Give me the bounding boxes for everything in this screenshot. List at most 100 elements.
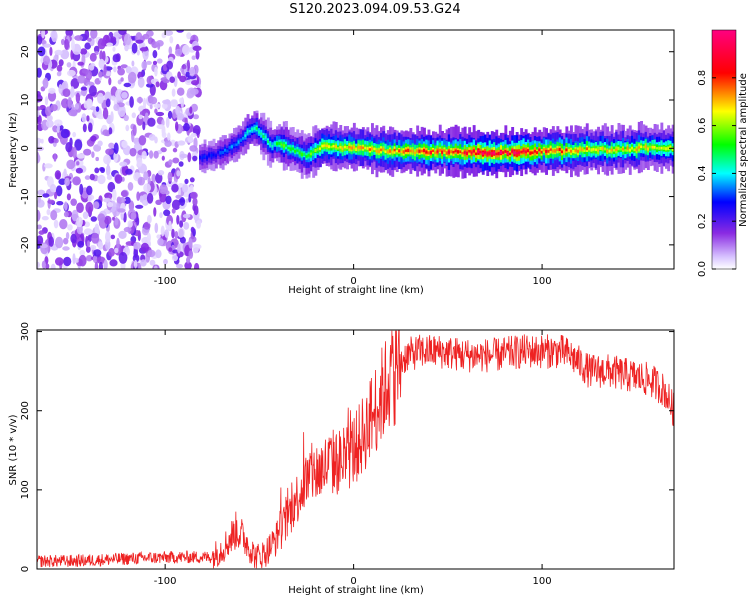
noise-speckle [188, 75, 197, 80]
noise-speckle [85, 201, 94, 214]
noise-speckle [143, 221, 151, 230]
noise-speckle [160, 225, 165, 237]
noise-speckle [124, 44, 129, 52]
noise-speckle [40, 243, 48, 249]
noise-speckle [42, 193, 50, 198]
noise-speckle [51, 30, 58, 43]
ridge-cell [278, 141, 282, 145]
noise-speckle [142, 200, 147, 206]
noise-speckle [143, 183, 152, 193]
noise-speckle [114, 174, 123, 184]
noise-speckle [74, 139, 83, 151]
noise-speckle [169, 36, 174, 44]
noise-speckle [165, 117, 170, 128]
ridge-cell [337, 146, 340, 150]
noise-speckle [98, 58, 105, 69]
noise-speckle [155, 111, 165, 117]
noise-speckle [47, 199, 55, 204]
noise-speckle [184, 178, 189, 185]
ridge-cell [563, 150, 567, 154]
ridge-cell [402, 150, 406, 154]
ridge-cell [239, 138, 243, 142]
noise-speckle [41, 260, 47, 269]
noise-speckle [175, 194, 182, 199]
snr-ylabel: SNR (10 * v/v) [8, 414, 19, 485]
ridge-cell [590, 148, 594, 152]
noise-speckle [175, 121, 179, 132]
noise-speckle [146, 192, 154, 204]
noise-speckle [70, 86, 75, 98]
noise-speckle [87, 37, 92, 42]
noise-speckle [103, 64, 107, 76]
noise-speckle [42, 43, 52, 48]
noise-speckle [49, 46, 53, 57]
noise-speckle [179, 153, 188, 159]
noise-speckle [136, 97, 144, 104]
noise-speckle [86, 115, 90, 122]
ridge-cell [599, 146, 603, 150]
noise-speckle [75, 167, 83, 174]
noise-speckle [174, 48, 183, 57]
noise-speckle [189, 106, 193, 114]
ridge-cell [445, 151, 449, 155]
colorbar-tick-label: 0.6 [697, 118, 708, 134]
noise-speckle [97, 213, 106, 223]
noise-speckle [160, 147, 167, 153]
noise-speckle [120, 64, 128, 69]
noise-speckle [136, 216, 140, 226]
noise-speckle [48, 236, 54, 247]
noise-speckle [95, 106, 100, 112]
noise-speckle [70, 233, 77, 244]
noise-speckle [153, 207, 157, 217]
ridge-cell [592, 148, 596, 151]
noise-speckle [135, 204, 144, 209]
colorbar-tick-label: 0.0 [697, 261, 708, 277]
noise-speckle [151, 173, 156, 184]
noise-speckle [61, 82, 67, 90]
ridge-cell [671, 147, 674, 151]
noise-speckle [50, 104, 58, 112]
ridge-cell [208, 153, 211, 157]
noise-speckle [182, 184, 188, 193]
noise-speckle [111, 95, 116, 101]
noise-speckle [66, 193, 71, 201]
noise-speckle [187, 135, 194, 143]
ridge-cell [518, 151, 521, 155]
ridge-cell [579, 147, 582, 151]
ridge-cell [287, 146, 291, 150]
ridge-cell [658, 146, 662, 150]
ridge-cell [352, 145, 356, 149]
ridge-cell [257, 130, 261, 134]
noise-speckle [190, 132, 197, 138]
noise-speckle [38, 230, 45, 235]
noise-speckle [141, 151, 147, 160]
noise-speckle [156, 234, 161, 239]
noise-speckle [167, 110, 173, 119]
ridge-cell [461, 152, 465, 155]
noise-speckle [127, 182, 134, 191]
ridge-cell [513, 151, 517, 155]
noise-speckle [192, 125, 201, 136]
noise-speckle [54, 119, 63, 127]
ridge-cell [524, 150, 528, 154]
ridge-cell [253, 126, 257, 131]
y-tick-label: 200 [20, 401, 31, 420]
noise-speckle [133, 259, 138, 269]
ridge-cell [497, 151, 501, 156]
noise-speckle [170, 139, 176, 147]
ridge-cell [366, 147, 370, 150]
noise-speckle [54, 191, 58, 200]
noise-speckle [37, 224, 42, 230]
noise-speckle [132, 124, 137, 136]
ridge-cell [384, 150, 388, 153]
noise-speckle [123, 226, 132, 233]
noise-speckle [147, 176, 151, 185]
ridge-cell [393, 148, 397, 152]
ridge-cell [538, 148, 542, 152]
colorbar: 0.0 0.2 0.4 0.6 0.8 [697, 29, 737, 277]
noise-speckle [110, 234, 116, 240]
ridge-cell [416, 149, 420, 153]
x-tick-label: 100 [533, 276, 552, 287]
noise-speckle [77, 61, 84, 66]
